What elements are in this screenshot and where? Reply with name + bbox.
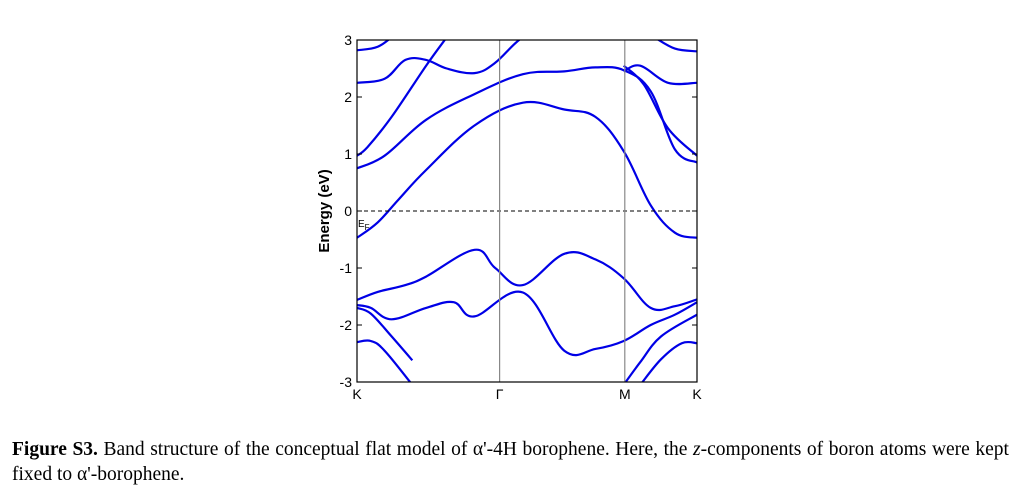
band-structure-chart: 3 2 1 0 -1 -2 -3 K Γ M K Energy (eV) EF	[316, 32, 702, 402]
band-line-14	[641, 340, 697, 382]
band-line-13	[624, 313, 697, 382]
y-tick-label: 0	[344, 203, 352, 219]
band-line-12	[357, 339, 412, 382]
band-line-11	[357, 306, 414, 362]
caption-z: z	[693, 439, 701, 460]
band-line-7	[623, 64, 697, 86]
x-tick-label: K	[352, 386, 362, 402]
y-axis-label: Energy (eV)	[316, 169, 333, 252]
y-tick-label: -2	[340, 317, 353, 333]
x-tick-label: M	[619, 386, 631, 402]
band-line-5	[357, 40, 390, 52]
band-line-3	[357, 40, 447, 157]
fermi-label: EF	[358, 219, 370, 232]
caption-label: Figure S3.	[12, 439, 98, 460]
band-line-10	[357, 290, 697, 357]
y-tick-label: 3	[344, 32, 352, 48]
band-line-8	[656, 40, 697, 53]
y-tick-label: 1	[344, 146, 352, 162]
y-tick-label: -3	[340, 374, 353, 390]
band-line-6	[622, 64, 697, 157]
band-line-4	[357, 40, 521, 84]
figure-caption: Figure S3. Band structure of the concept…	[12, 437, 1009, 487]
band-line-9	[357, 248, 697, 312]
x-tick-label: Γ	[496, 386, 504, 402]
band-line-2	[357, 65, 697, 170]
caption-text-1: Band structure of the conceptual flat mo…	[97, 439, 694, 460]
caption-text-2: -components of boron atoms were kept fix…	[12, 439, 1009, 485]
y-axis: 3 2 1 0 -1 -2 -3	[340, 32, 697, 390]
band-line-1	[357, 100, 697, 239]
x-tick-label: K	[692, 386, 702, 402]
band-lines	[357, 40, 697, 382]
y-tick-label: -1	[340, 260, 353, 276]
y-tick-label: 2	[344, 89, 352, 105]
